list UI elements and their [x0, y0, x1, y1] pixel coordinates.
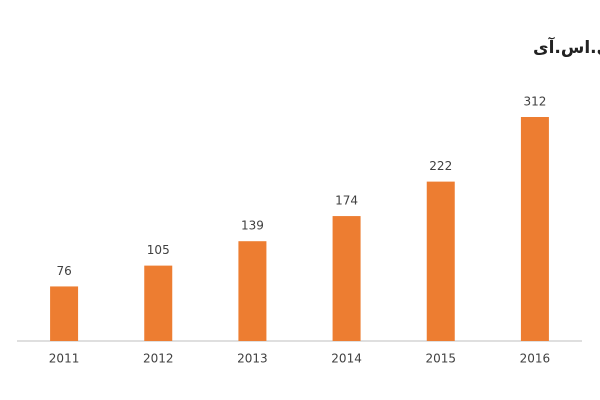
chart-title: تعداد مقالات یک درصد برتر کشور – آی.اس.آ…: [533, 36, 600, 58]
x-tick-label: 2016: [520, 352, 551, 366]
data-label: 139: [241, 219, 264, 233]
data-label: 312: [523, 95, 546, 109]
bar: [332, 216, 361, 341]
x-tick-label: 2013: [237, 352, 268, 366]
x-tick-label: 2014: [331, 352, 362, 366]
bar: [520, 117, 549, 341]
data-label: 105: [147, 243, 170, 257]
data-label: 174: [335, 194, 358, 208]
data-label: 222: [429, 159, 452, 173]
x-tick-label: 2015: [425, 352, 456, 366]
bar: [50, 286, 79, 341]
bar: [144, 265, 173, 341]
x-tick-label: 2012: [143, 352, 174, 366]
x-tick-label: 2011: [49, 352, 80, 366]
data-label: 76: [56, 264, 71, 278]
bar: [238, 241, 267, 341]
bar: [426, 181, 455, 341]
